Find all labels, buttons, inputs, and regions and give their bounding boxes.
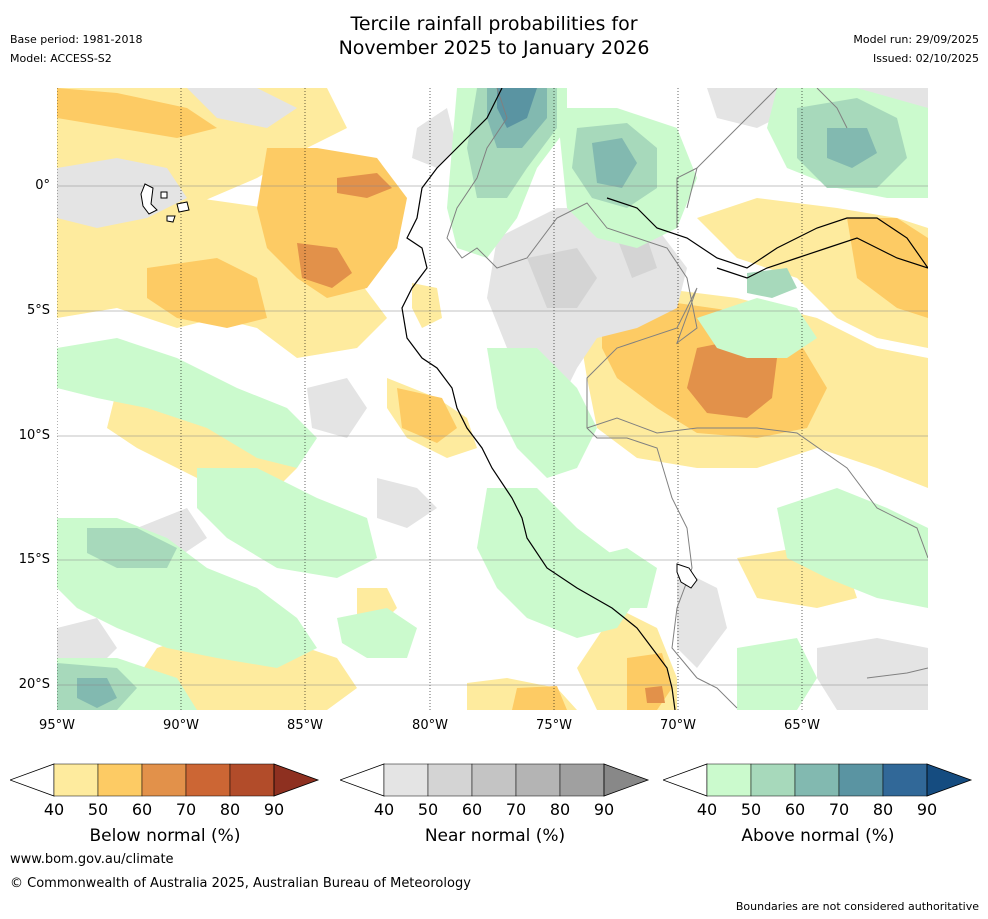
above-normal-tick-label: 70 <box>828 800 850 819</box>
above-normal-tick-label: 80 <box>872 800 894 819</box>
below-normal-extend-low <box>10 763 55 797</box>
above-normal-tick-label: 50 <box>740 800 762 819</box>
near-normal-colorbar <box>340 763 650 797</box>
lake-titicaca <box>676 563 698 589</box>
lon-label-90w: 90°W <box>163 718 199 733</box>
above-normal-colorbar-label: Above normal (%) <box>741 826 895 846</box>
galapagos-islands <box>140 183 190 223</box>
copyright: © Commonwealth of Australia 2025, Austra… <box>10 876 471 891</box>
lat-label-5s: 5°S <box>26 303 50 318</box>
below-normal-tick-label: 40 <box>43 800 65 819</box>
below-normal-tick-label: 60 <box>131 800 153 819</box>
near-normal-swatch <box>471 763 517 797</box>
title-line-1: Tercile rainfall probabilities for <box>350 13 638 35</box>
above-normal-swatch <box>882 763 928 797</box>
near-normal-tick-label: 60 <box>461 800 483 819</box>
below-normal-tick-label: 70 <box>175 800 197 819</box>
above-normal-extend-high <box>926 763 973 797</box>
lat-label-20s: 20°S <box>18 677 50 692</box>
coastline <box>401 88 928 710</box>
near-normal-swatch <box>427 763 473 797</box>
map-title: Tercile rainfall probabilities for Novem… <box>0 12 988 60</box>
lon-label-80w: 80°W <box>412 718 448 733</box>
lon-label-65w: 65°W <box>784 718 820 733</box>
below-normal-colorbar <box>10 763 320 797</box>
above-normal-swatch <box>750 763 796 797</box>
near-normal-tick-label: 70 <box>505 800 527 819</box>
near-normal-60-fill <box>527 238 657 308</box>
below-normal-swatch <box>53 763 99 797</box>
lon-label-95w: 95°W <box>39 718 75 733</box>
above-normal-extend-low <box>663 763 708 797</box>
model-run: Model run: 29/09/2025 <box>853 33 979 46</box>
below-normal-colorbar-label: Below normal (%) <box>89 826 241 846</box>
near-normal-colorbar-label: Near normal (%) <box>424 826 566 846</box>
base-period: Base period: 1981-2018 <box>10 33 143 46</box>
lat-label-0: 0° <box>35 178 50 193</box>
lon-label-70w: 70°W <box>660 718 696 733</box>
near-normal-tick-label: 50 <box>417 800 439 819</box>
near-normal-extend-high <box>603 763 650 797</box>
country-boundaries <box>446 88 928 709</box>
above-normal-swatch <box>706 763 752 797</box>
issued-date: Issued: 02/10/2025 <box>872 52 979 65</box>
near-normal-swatch <box>383 763 429 797</box>
near-normal-tick-label: 80 <box>549 800 571 819</box>
near-normal-swatch <box>559 763 605 797</box>
above-normal-tick-label: 90 <box>916 800 938 819</box>
below-normal-swatch <box>141 763 187 797</box>
boundary-disclaimer: Boundaries are not considered authoritat… <box>735 900 979 913</box>
below-normal-tick-label: 50 <box>87 800 109 819</box>
above-normal-tick-label: 60 <box>784 800 806 819</box>
below-normal-swatch <box>185 763 231 797</box>
model-name: Model: ACCESS-S2 <box>10 52 112 65</box>
lat-label-10s: 10°S <box>18 428 50 443</box>
title-line-2: November 2025 to January 2026 <box>338 37 650 59</box>
above-normal-swatch <box>838 763 884 797</box>
below-normal-tick-label: 90 <box>263 800 285 819</box>
lon-label-85w: 85°W <box>287 718 323 733</box>
rainfall-probability-map <box>57 88 928 710</box>
above-normal-swatch <box>794 763 840 797</box>
above-normal-colorbar <box>663 763 973 797</box>
near-normal-swatch <box>515 763 561 797</box>
lon-label-75w: 75°W <box>536 718 572 733</box>
below-normal-swatch <box>97 763 143 797</box>
above-normal-tick-label: 40 <box>696 800 718 819</box>
below-normal-extend-high <box>273 763 320 797</box>
bom-url[interactable]: www.bom.gov.au/climate <box>10 852 174 867</box>
near-normal-tick-label: 40 <box>373 800 395 819</box>
near-normal-tick-label: 90 <box>593 800 615 819</box>
lat-label-15s: 15°S <box>18 552 50 567</box>
latitude-gridlines <box>57 185 928 686</box>
near-normal-extend-low <box>340 763 385 797</box>
below-normal-tick-label: 80 <box>219 800 241 819</box>
below-normal-swatch <box>229 763 275 797</box>
